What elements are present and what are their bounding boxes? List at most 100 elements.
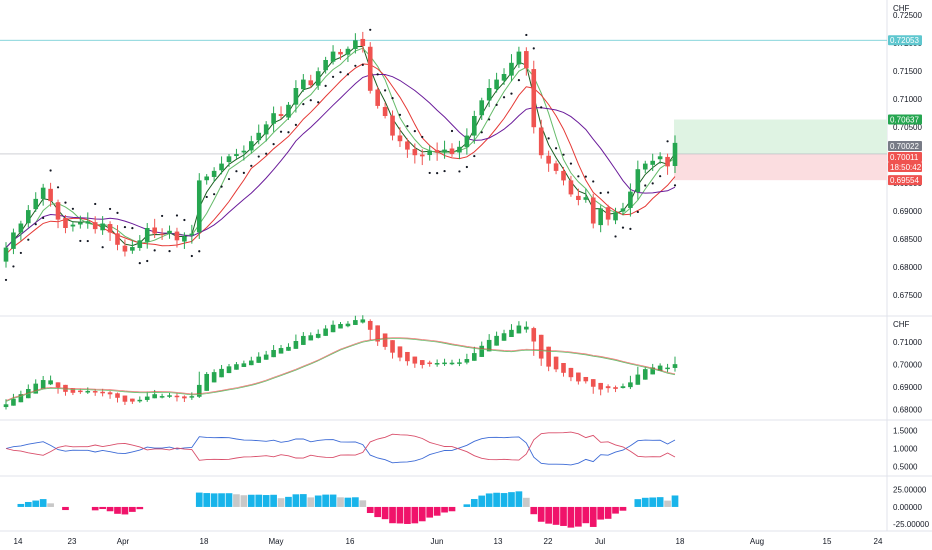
price-tick-label: 0.68000: [893, 263, 922, 272]
histogram-bar: [619, 506, 627, 511]
ha-body: [471, 353, 477, 361]
histogram-bar: [530, 506, 538, 515]
histogram-bar: [99, 506, 106, 510]
ha-body: [382, 333, 388, 347]
candle-body: [353, 40, 358, 49]
ha-candle: [628, 375, 633, 390]
ha-candle: [159, 393, 165, 399]
ha-candle: [353, 315, 358, 325]
candle-body: [642, 163, 648, 170]
sar-dot: [584, 175, 587, 178]
ha-candle: [457, 358, 462, 367]
histogram-bar: [39, 499, 47, 507]
candle: [598, 205, 603, 233]
candle: [375, 86, 380, 109]
histogram-bar: [641, 497, 649, 507]
candle-body: [338, 51, 343, 55]
oscillator-axis[interactable]: 1.5000 1.0000 0.5000: [893, 426, 918, 471]
ha-candle: [382, 333, 388, 350]
time-axis[interactable]: 14 23 Apr 18 May 16 Jun 13 22 Jul 18 Aug 15 24: [14, 537, 883, 546]
sar-dot: [294, 123, 297, 127]
ha-candle: [375, 325, 380, 346]
sar-dot: [495, 103, 498, 106]
candle-body: [256, 132, 262, 141]
sar-dot: [607, 191, 610, 194]
oscillator-blue-line: [5, 436, 676, 466]
sar-dot: [168, 249, 171, 253]
ha-body: [494, 335, 499, 346]
sar-dot: [577, 175, 580, 178]
candle: [613, 207, 618, 225]
histogram-bar: [485, 493, 493, 507]
histogram-axis[interactable]: 25.00000 0.00000 -25.00000: [893, 486, 930, 529]
histogram-bar: [597, 506, 605, 520]
ha-body: [189, 396, 195, 398]
histogram-bar: [337, 497, 344, 507]
sar-dot: [205, 195, 208, 199]
sar-dot: [146, 259, 149, 263]
sar-dot: [198, 250, 201, 253]
histogram-bar: [344, 497, 352, 507]
ha-candle: [561, 362, 566, 377]
time-axis-label: Jun: [431, 537, 444, 546]
ha-body: [315, 333, 321, 338]
ha-candle: [620, 383, 626, 389]
candle: [144, 222, 150, 249]
heikin-price-axis[interactable]: CHF 0.71000 0.70000 0.69000 0.68000: [893, 320, 922, 414]
ha-body: [40, 380, 46, 389]
candle-body: [427, 150, 433, 156]
candle-body: [137, 240, 143, 248]
candle-body: [538, 127, 544, 156]
oscillator-pane[interactable]: [5, 431, 676, 466]
ha-candle: [501, 329, 507, 341]
main-price-pane[interactable]: [0, 28, 887, 282]
candle: [55, 199, 61, 229]
histogram-bar: [493, 492, 500, 507]
candle: [583, 188, 589, 203]
ha-candle: [256, 352, 262, 363]
histogram-pane[interactable]: [17, 491, 679, 528]
ha-candle: [263, 350, 269, 360]
heikin-tick-label: 0.68000: [893, 405, 922, 414]
candle: [561, 167, 566, 186]
sar-dot: [12, 265, 15, 268]
ha-body: [419, 360, 425, 365]
ha-body: [561, 362, 566, 373]
sar-dot: [346, 73, 350, 76]
ha-body: [33, 383, 39, 394]
ha-body: [427, 362, 433, 365]
ha-body: [256, 356, 262, 363]
candle: [196, 173, 202, 239]
ha-candle: [546, 346, 551, 372]
heikin-ashi-pane[interactable]: [3, 315, 678, 410]
sar-dot: [384, 89, 387, 92]
oscillator-red-line: [5, 431, 676, 461]
candle-body: [516, 51, 522, 65]
stop-loss-tag: 0.69554: [890, 176, 919, 185]
sar-dot: [161, 214, 164, 218]
candle: [434, 142, 440, 161]
sar-dot: [376, 73, 379, 76]
ha-body: [263, 354, 269, 360]
price-tick-label: 0.72500: [893, 11, 922, 20]
ha-body: [672, 364, 678, 368]
ha-candle: [524, 321, 529, 333]
ha-body: [375, 325, 380, 342]
histogram-bar: [91, 506, 99, 511]
price-tick-label: 0.69000: [893, 207, 922, 216]
ha-body: [152, 394, 157, 399]
candle: [427, 145, 433, 161]
sar-dot: [183, 218, 186, 222]
ha-body: [48, 380, 53, 385]
candle: [479, 97, 485, 120]
ha-candle: [531, 326, 537, 356]
ha-body: [241, 363, 247, 367]
pane-separators: [0, 0, 932, 532]
sar-dot: [56, 186, 60, 189]
candle-body: [657, 156, 663, 160]
ha-candle: [434, 359, 440, 367]
stop-loss-zone: [674, 153, 887, 181]
histogram-bar: [262, 495, 270, 507]
time-axis-label: 18: [200, 537, 209, 546]
